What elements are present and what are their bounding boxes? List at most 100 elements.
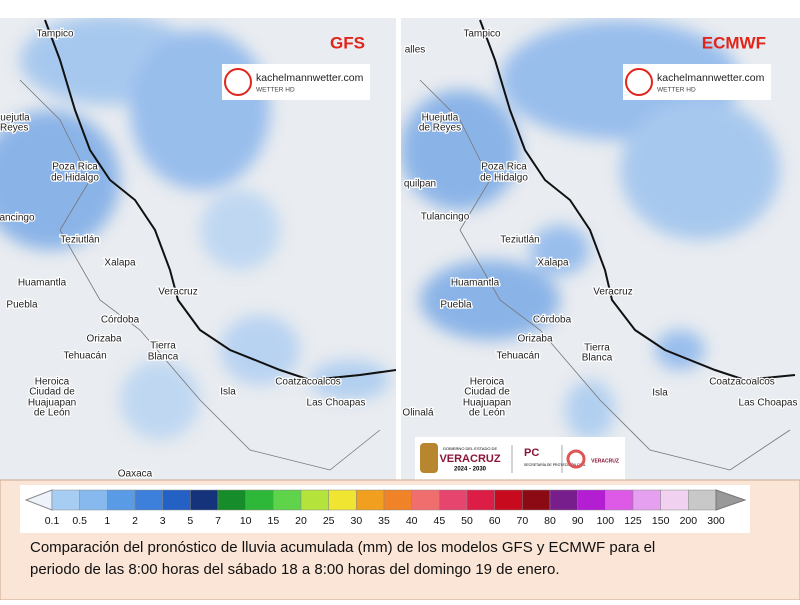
- colorbar-tick: 5: [187, 515, 193, 527]
- city-label: Huamantla: [451, 278, 500, 289]
- city-label: de León: [34, 408, 70, 419]
- colorbar-tick: 3: [160, 515, 166, 527]
- city-label: Córdoba: [101, 315, 140, 326]
- city-label: e Reyes: [0, 123, 28, 134]
- colorbar-cell: [383, 489, 412, 511]
- city-label: Huajuapan: [28, 398, 76, 409]
- colorbar-arrow: [715, 489, 747, 511]
- colorbar-cell: [217, 489, 246, 511]
- city-label: Veracruz: [158, 287, 197, 298]
- colorbar-cell: [688, 489, 717, 511]
- city-label: Poza Rica: [481, 162, 527, 173]
- colorbar-cell: [632, 489, 661, 511]
- gov-right: VERACRUZ: [591, 458, 619, 464]
- city-label: quilpan: [404, 179, 436, 190]
- model-name: GFS: [330, 33, 365, 52]
- logo-sub: WETTER HD: [657, 87, 696, 94]
- city-label: de Hidalgo: [480, 173, 528, 184]
- logo-sub: WETTER HD: [256, 87, 295, 94]
- pc: PC: [524, 447, 539, 459]
- city-label: de Hidalgo: [51, 173, 99, 184]
- city-label: Tehuacán: [63, 351, 106, 362]
- city-label: Isla: [652, 388, 668, 399]
- colorbar-tick: 0.1: [45, 515, 60, 527]
- city-label: Tampico: [36, 29, 74, 40]
- gov-logo: GOBIERNO DEL ESTADO DE VERACRUZ 2024 - 2…: [415, 437, 625, 480]
- colorbar-tick: 15: [267, 515, 279, 527]
- colorbar-cell: [411, 489, 440, 511]
- colorbar-tick: 100: [597, 515, 615, 527]
- city-label: de Reyes: [419, 123, 461, 134]
- city-label: Huajuapan: [463, 398, 511, 409]
- city-label: Blanca: [148, 352, 179, 363]
- colorbar-tick: 300: [707, 515, 725, 527]
- city-label: Blanca: [582, 353, 613, 364]
- colorbar-tick: 35: [378, 515, 390, 527]
- gov-top: GOBIERNO DEL ESTADO DE: [443, 446, 498, 451]
- colorbar-cell: [439, 489, 468, 511]
- colorbar-cell: [577, 489, 606, 511]
- colorbar-tick: 90: [572, 515, 584, 527]
- city-label: Huamantla: [18, 278, 67, 289]
- colorbar-tick: 1: [104, 515, 110, 527]
- colorbar-cell: [273, 489, 302, 511]
- colorbar-tick: 80: [544, 515, 556, 527]
- colorbar-cell: [79, 489, 108, 511]
- city-label: Tierra: [150, 341, 176, 352]
- colorbar-cell: [107, 489, 136, 511]
- colorbar-tick: 7: [215, 515, 221, 527]
- colorbar-tick: 50: [461, 515, 473, 527]
- colorbar-cell: [190, 489, 219, 511]
- colorbar-tick: 0.5: [72, 515, 87, 527]
- city-label: Coatzacoalcos: [275, 377, 341, 388]
- colorbar-cell: [300, 489, 329, 511]
- colorbar-tick: 150: [652, 515, 670, 527]
- colorbar-tick: 45: [433, 515, 445, 527]
- colorbar-tick: 10: [240, 515, 252, 527]
- city-label: uejutla: [0, 113, 30, 124]
- city-label: Puebla: [6, 300, 38, 311]
- colorbar-tick: 200: [680, 515, 698, 527]
- gov-period: 2024 - 2030: [454, 467, 487, 473]
- colorbar-tick: 20: [295, 515, 307, 527]
- colorbar-cell: [549, 489, 578, 511]
- city-label: Puebla: [440, 300, 472, 311]
- colorbar-cell: [162, 489, 191, 511]
- city-label: Poza Rica: [52, 162, 98, 173]
- colorbar-cell: [245, 489, 274, 511]
- city-label: Tampico: [463, 29, 501, 40]
- colorbar-cell: [51, 489, 80, 511]
- city-label: Teziutlán: [500, 235, 539, 246]
- gov-state: VERACRUZ: [439, 453, 500, 465]
- city-label: Coatzacoalcos: [709, 377, 775, 388]
- city-label: Heroica: [35, 377, 70, 388]
- city-label: de León: [469, 408, 505, 419]
- logo-icon: [224, 68, 252, 96]
- colorbar-cell: [356, 489, 385, 511]
- city-label: Teziutlán: [60, 235, 99, 246]
- city-label: Orizaba: [517, 334, 552, 345]
- city-label: Tierra: [584, 343, 610, 354]
- colorbar-tick: 2: [132, 515, 138, 527]
- city-label: Córdoba: [533, 315, 572, 326]
- city-label: ancingo: [0, 213, 35, 224]
- colorbar-tick: 125: [624, 515, 642, 527]
- colorbar: 0.1 0.5 1 2 3 5 7 10 15 20 25 30 35 40 45 50 60 70 80 90 100…: [24, 489, 747, 527]
- model-name: ECMWF: [702, 33, 766, 52]
- colorbar-tick: 70: [516, 515, 528, 527]
- colorbar-cell: [134, 489, 163, 511]
- city-label: Ciudad de: [29, 387, 75, 398]
- city-label: Orizaba: [86, 334, 121, 345]
- city-label: alles: [405, 45, 426, 56]
- city-label: Tulancingo: [421, 212, 470, 223]
- colorbar-cell: [494, 489, 523, 511]
- colorbar-cell: [522, 489, 551, 511]
- logo-icon: [625, 68, 653, 96]
- city-label: Xalapa: [104, 258, 136, 269]
- colorbar-cell: [466, 489, 495, 511]
- city-label: Tehuacán: [496, 351, 539, 362]
- city-label: Heroica: [470, 377, 505, 388]
- city-label: Isla: [220, 387, 236, 398]
- city-label: Ciudad de: [464, 387, 510, 398]
